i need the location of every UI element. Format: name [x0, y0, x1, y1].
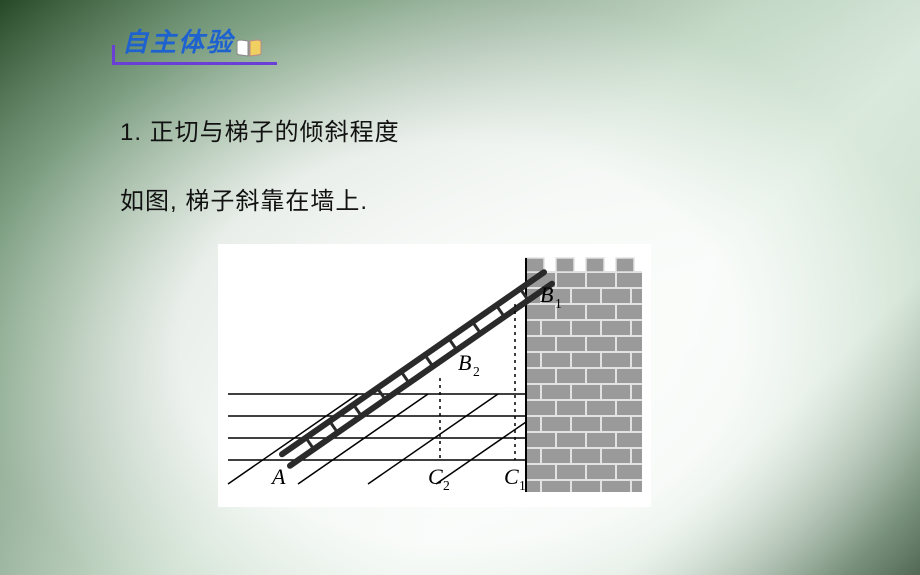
svg-text:B: B [458, 350, 471, 375]
svg-text:B: B [540, 282, 553, 307]
line-1: 1. 正切与梯子的倾斜程度 [120, 112, 800, 147]
svg-text:C: C [504, 464, 519, 489]
svg-text:2: 2 [443, 478, 450, 493]
line-2: 如图, 梯子斜靠在墙上. [120, 181, 800, 216]
book-open-icon [236, 39, 262, 59]
ladder-figure: AC2C1B2B1 [218, 244, 651, 507]
slide: 自主体验 1. 正切与梯子的倾斜程度 如图, 梯子斜靠在墙上. AC2C1B2B… [0, 0, 920, 575]
svg-text:A: A [270, 464, 286, 489]
header-title: 自主体验 [112, 22, 234, 59]
svg-text:C: C [428, 464, 443, 489]
svg-text:1: 1 [555, 296, 562, 311]
svg-text:1: 1 [519, 478, 526, 493]
header-underline [112, 62, 277, 65]
body-text: 1. 正切与梯子的倾斜程度 如图, 梯子斜靠在墙上. [120, 112, 800, 250]
section-header: 自主体验 [112, 22, 234, 59]
svg-text:2: 2 [473, 364, 480, 379]
